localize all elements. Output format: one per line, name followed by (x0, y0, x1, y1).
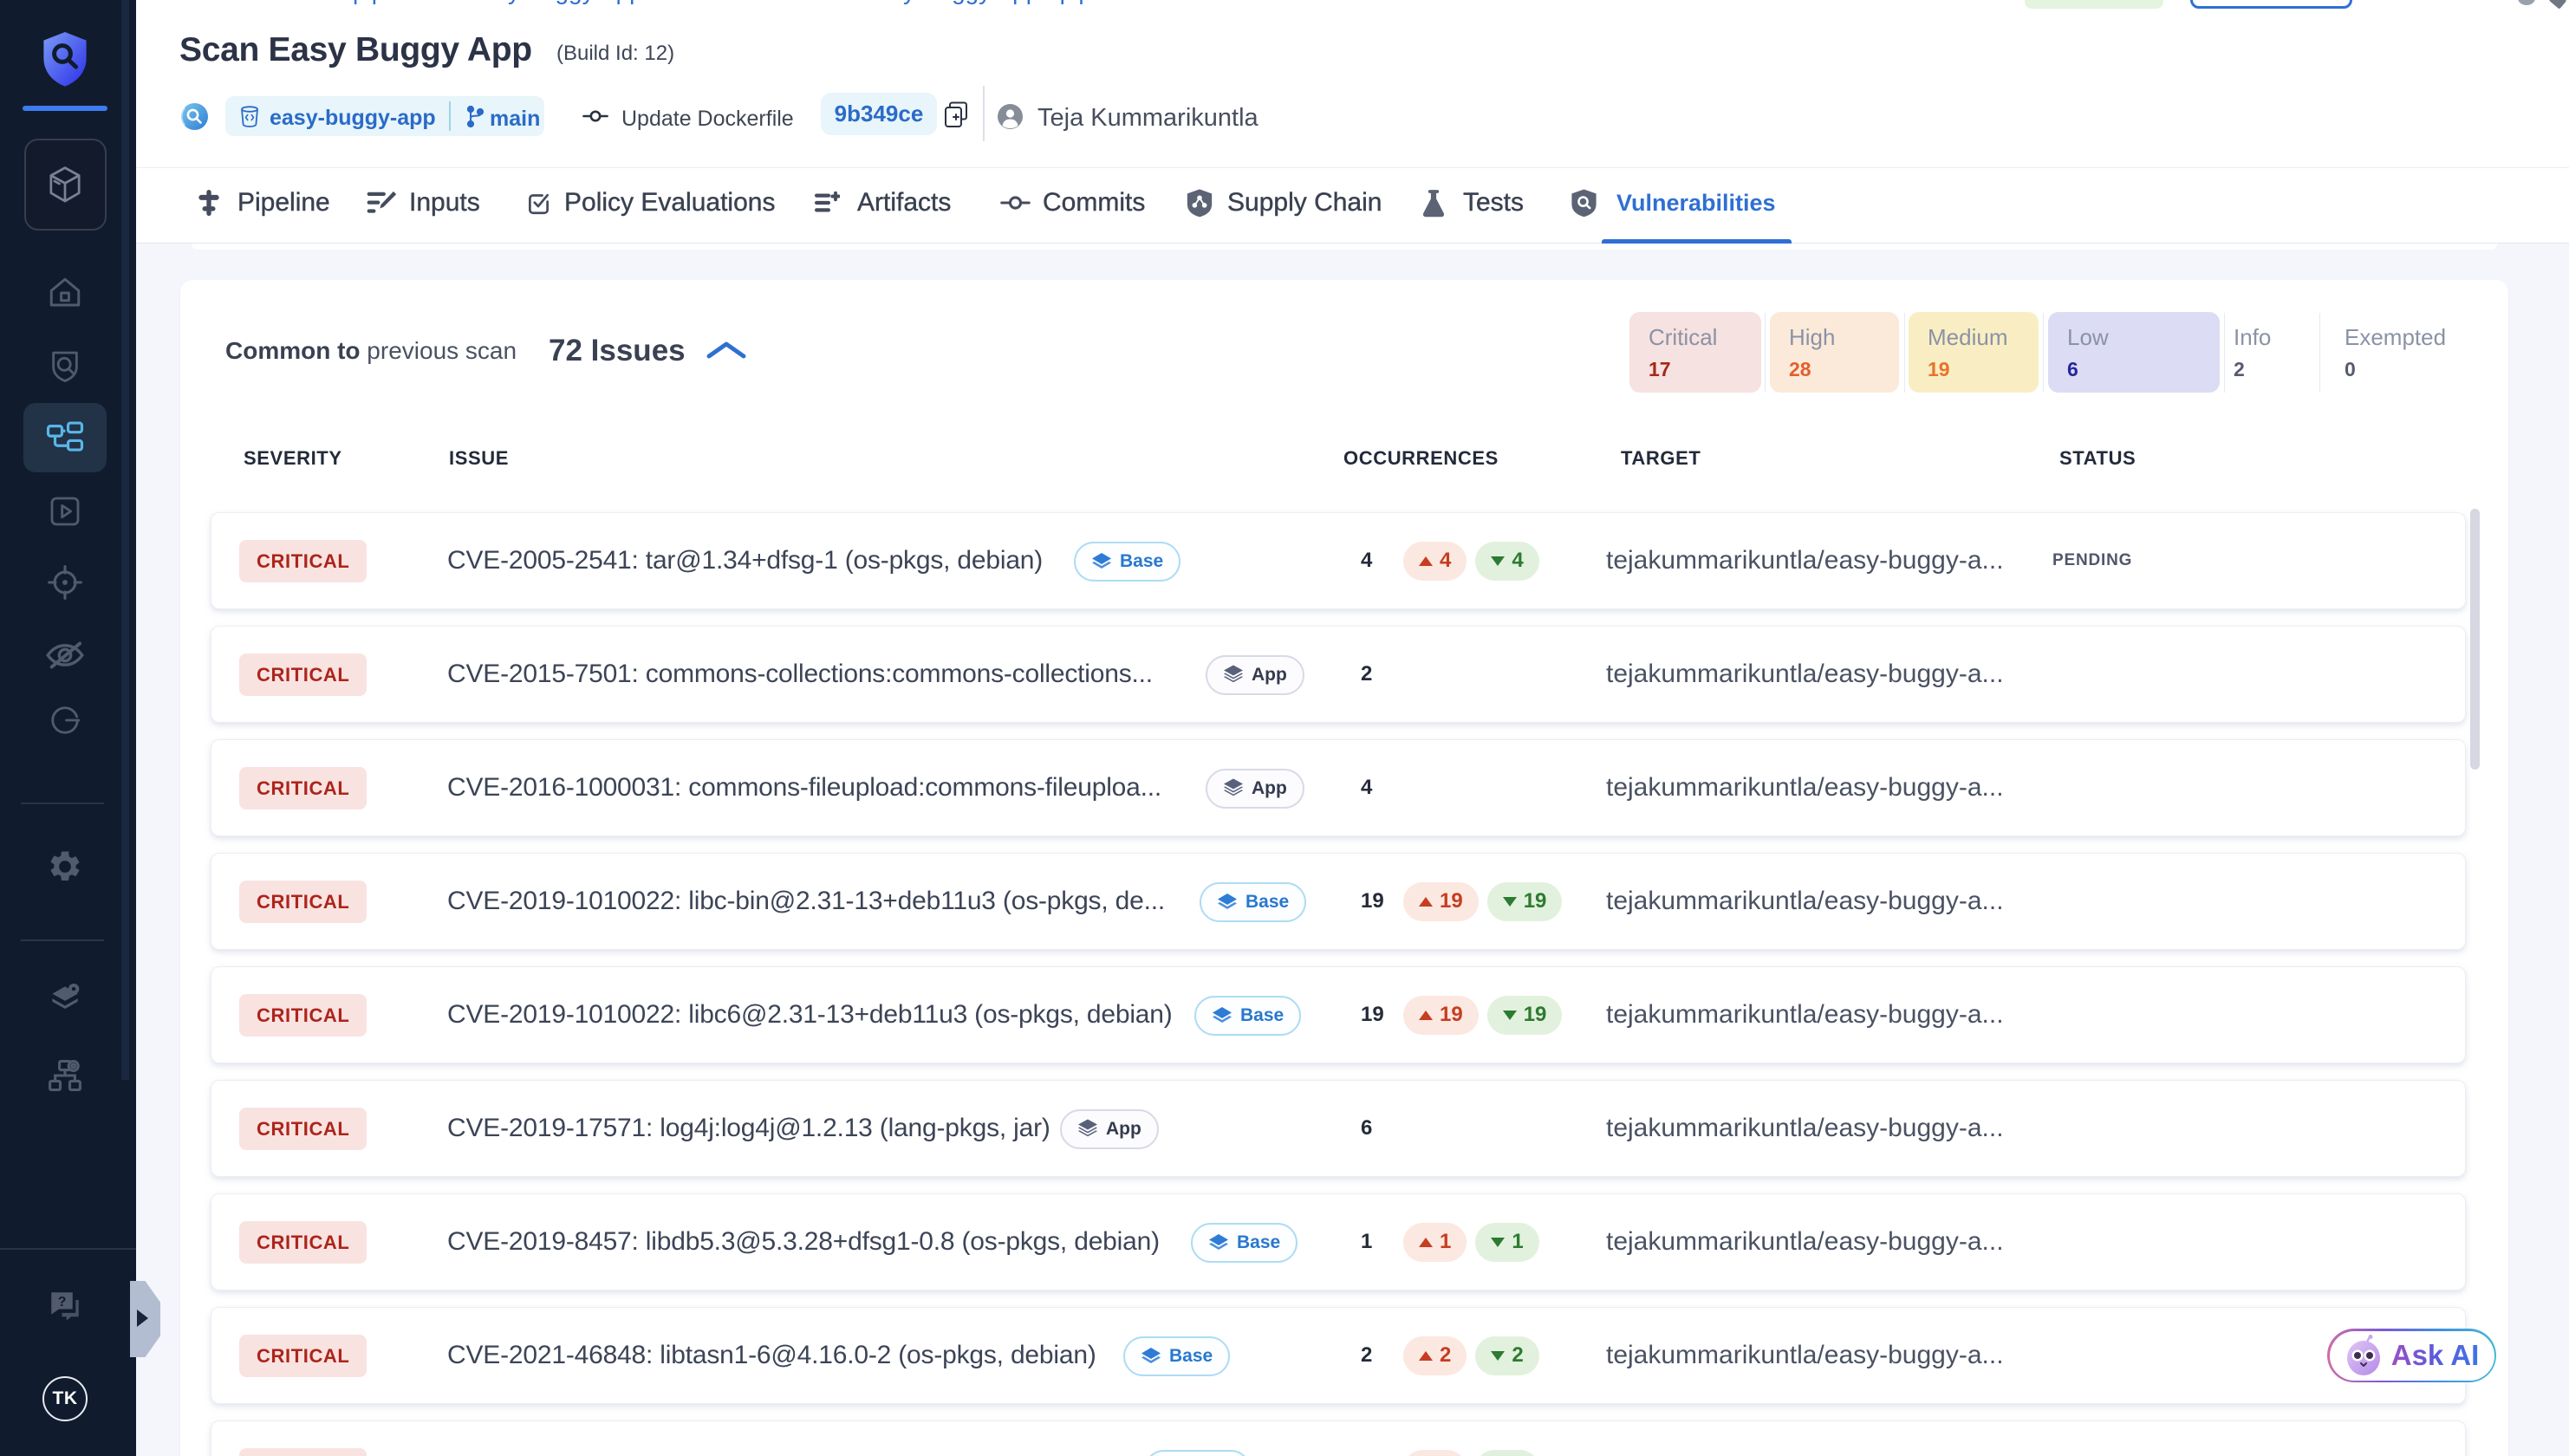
svg-text:?: ? (58, 1295, 67, 1310)
